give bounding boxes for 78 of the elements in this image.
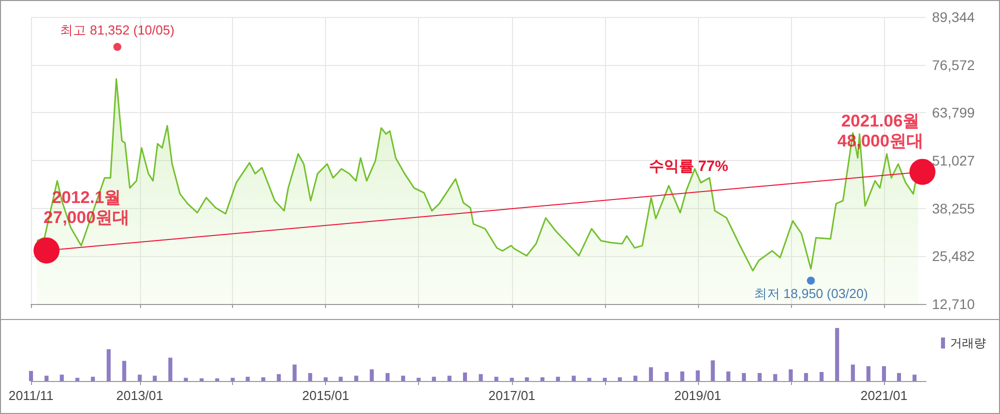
bar bbox=[261, 377, 266, 381]
bar bbox=[804, 373, 808, 381]
point bbox=[34, 237, 60, 264]
bar bbox=[602, 378, 607, 381]
y-tick-label: 89,344 bbox=[932, 9, 976, 25]
bar bbox=[835, 328, 840, 381]
y-tick-label: 38,255 bbox=[932, 200, 976, 216]
bar bbox=[897, 373, 901, 381]
annotation: 최저 18,950 (03/20) bbox=[754, 286, 868, 302]
bar bbox=[882, 366, 886, 381]
bar bbox=[788, 369, 793, 381]
y-tick-label: 63,799 bbox=[932, 104, 976, 121]
bar bbox=[850, 364, 855, 381]
y-tick-label: 25,482 bbox=[932, 248, 976, 264]
y-tick-label: 12,710 bbox=[932, 296, 976, 312]
bar bbox=[401, 376, 406, 381]
bar bbox=[556, 376, 560, 381]
bar bbox=[122, 360, 126, 381]
bar bbox=[168, 358, 172, 381]
bar bbox=[75, 378, 80, 381]
bar bbox=[710, 360, 715, 381]
bar bbox=[29, 370, 33, 381]
x-tick-label: 2021/01 bbox=[860, 388, 908, 403]
x-tick-label: 2017/01 bbox=[488, 388, 536, 403]
legend-label: 거래량 bbox=[950, 336, 986, 350]
bar bbox=[354, 376, 358, 381]
bar bbox=[200, 378, 204, 381]
bar bbox=[572, 376, 576, 381]
bar bbox=[276, 374, 281, 381]
bar bbox=[138, 374, 142, 381]
x-tick-label: 2019/01 bbox=[674, 388, 722, 403]
bar bbox=[60, 374, 64, 381]
bar bbox=[447, 376, 452, 381]
bar bbox=[463, 372, 467, 381]
bar bbox=[106, 349, 111, 381]
y-tick-label: 51,027 bbox=[932, 152, 976, 168]
bar bbox=[494, 376, 498, 381]
bar bbox=[152, 376, 157, 381]
x-tick-label: 2013/01 bbox=[116, 388, 164, 403]
x-tick-label: 2011/11 bbox=[8, 388, 54, 403]
bar bbox=[758, 373, 762, 381]
bar bbox=[184, 378, 188, 381]
bar bbox=[478, 374, 483, 381]
bar bbox=[308, 373, 312, 381]
bar bbox=[292, 364, 297, 381]
bar bbox=[726, 371, 730, 381]
bar bbox=[618, 377, 622, 381]
bar bbox=[866, 366, 870, 381]
annotation: 수익률 77% bbox=[649, 158, 728, 175]
bar bbox=[696, 370, 700, 381]
bar bbox=[742, 373, 746, 381]
bar bbox=[680, 371, 684, 381]
bar bbox=[432, 376, 436, 381]
bar bbox=[230, 378, 235, 381]
x-tick-label: 2015/01 bbox=[302, 388, 350, 403]
bar bbox=[633, 376, 638, 381]
y-tick-label: 76,572 bbox=[932, 56, 976, 73]
bar bbox=[215, 378, 220, 381]
bar bbox=[416, 378, 421, 381]
bar bbox=[90, 376, 95, 381]
bar bbox=[773, 374, 778, 381]
bar bbox=[386, 373, 390, 381]
bar bbox=[370, 369, 374, 381]
bar bbox=[912, 374, 917, 381]
bar bbox=[820, 372, 824, 381]
bar bbox=[648, 367, 653, 381]
bar bbox=[324, 377, 328, 381]
annotation: 최고 81,352 (10/05) bbox=[60, 22, 174, 38]
bar bbox=[664, 372, 669, 381]
bar bbox=[338, 376, 343, 381]
point bbox=[113, 42, 122, 51]
bar bbox=[510, 378, 514, 381]
bar bbox=[44, 376, 49, 381]
point bbox=[806, 276, 815, 285]
bar bbox=[540, 377, 544, 381]
bar bbox=[587, 378, 592, 381]
bar bbox=[524, 377, 529, 381]
bar bbox=[246, 376, 250, 381]
